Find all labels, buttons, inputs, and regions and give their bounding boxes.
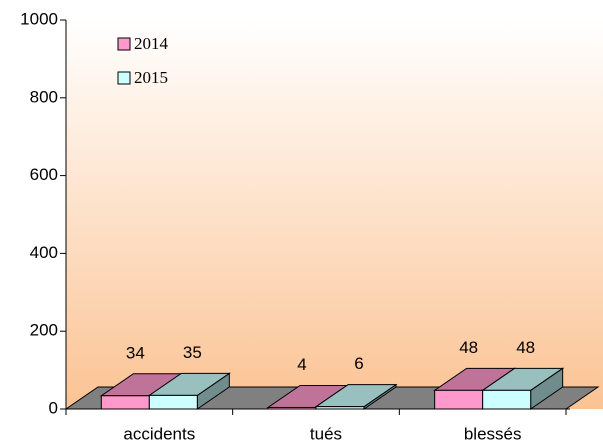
legend-label: 2014 (134, 34, 169, 53)
legend-swatch (117, 71, 131, 85)
data-label: 48 (516, 338, 535, 357)
bar (148, 394, 198, 410)
y-tick-label: 200 (30, 321, 58, 340)
bar (315, 406, 365, 410)
bar (434, 389, 484, 410)
data-label: 6 (354, 354, 363, 373)
bar (267, 406, 317, 410)
data-label: 34 (126, 343, 145, 362)
x-tick-label: accidents (123, 424, 195, 443)
x-tick-label: blessés (464, 424, 522, 443)
bar (482, 389, 532, 410)
legend-swatch (117, 37, 131, 51)
data-label: 4 (297, 355, 306, 374)
y-tick-label: 1000 (20, 9, 58, 28)
y-tick-label: 600 (30, 165, 58, 184)
legend-label: 2015 (134, 68, 168, 87)
y-tick-label: 800 (30, 87, 58, 106)
data-label: 35 (183, 343, 202, 362)
y-tick-label: 400 (30, 243, 58, 262)
plot-background (66, 20, 603, 409)
bar (100, 395, 150, 410)
x-tick-label: tués (310, 424, 342, 443)
y-tick-label: 0 (49, 398, 58, 417)
data-label: 48 (459, 338, 478, 357)
